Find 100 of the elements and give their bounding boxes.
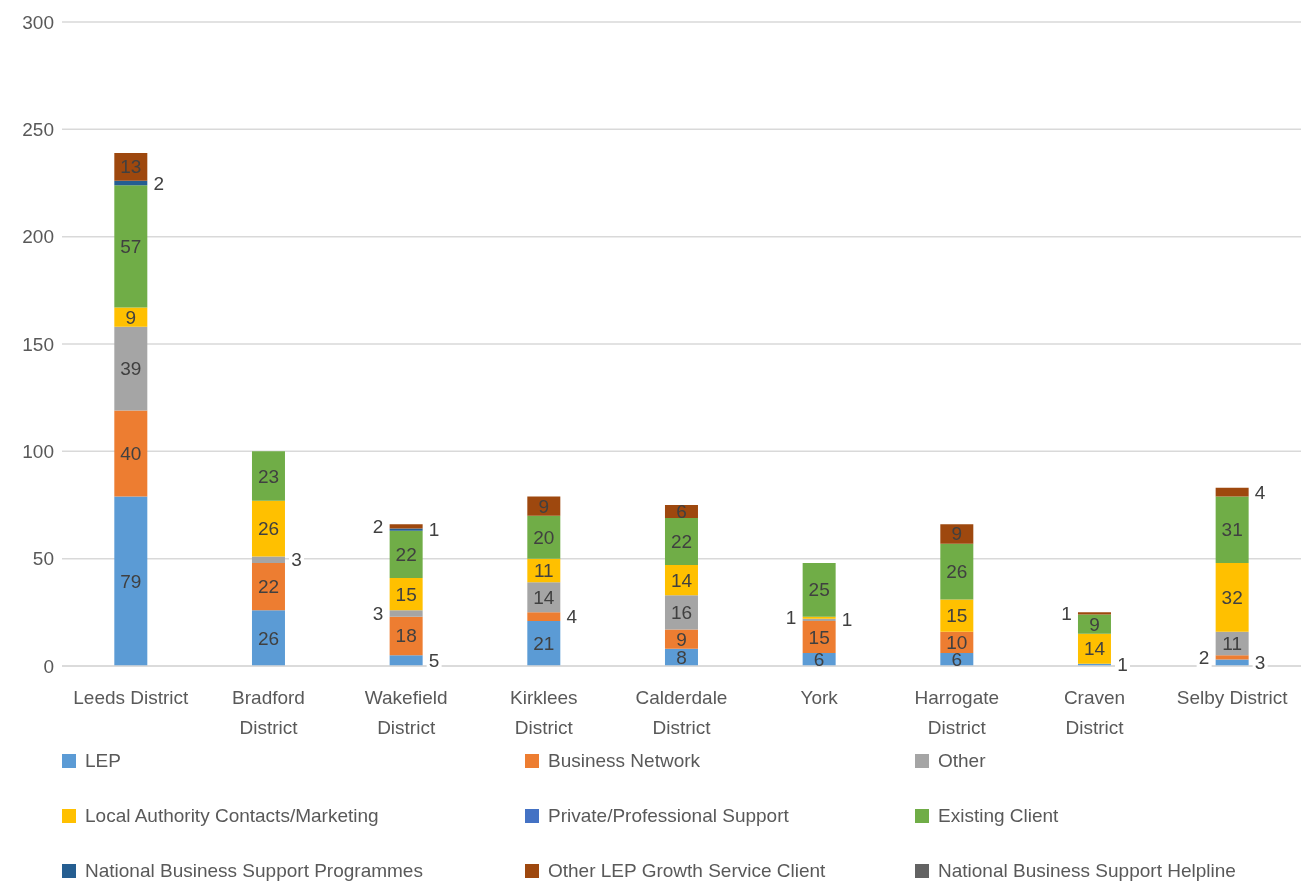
bar	[1077, 612, 1111, 615]
data-label: 26	[257, 518, 280, 540]
data-label: 1	[841, 609, 853, 631]
data-label: 3	[372, 602, 384, 624]
legend-label: Existing Client	[938, 805, 1059, 827]
data-label: 21	[533, 632, 555, 654]
legend-label: Private/Professional Support	[548, 805, 789, 827]
bar	[940, 524, 974, 544]
legend-label: National Business Support Programmes	[85, 860, 423, 882]
bar	[114, 496, 148, 666]
bar	[251, 556, 285, 563]
bar	[1215, 487, 1249, 497]
bar	[389, 610, 423, 617]
x-tick-label: York	[800, 687, 839, 708]
legend-label: Other LEP Growth Service Client	[548, 860, 826, 882]
data-label: 11	[1222, 632, 1243, 654]
bar	[389, 655, 423, 666]
bar	[114, 180, 148, 186]
x-tick-label: Harrogate District	[914, 687, 1000, 738]
bar	[527, 496, 561, 516]
legend-label: Local Authority Contacts/Marketing	[85, 805, 379, 827]
data-label: 31	[1221, 519, 1243, 541]
data-label: 1	[1061, 602, 1072, 624]
bar	[114, 326, 148, 411]
bar	[114, 410, 148, 497]
data-label: 1	[785, 607, 797, 629]
data-label: 9	[951, 523, 963, 545]
data-label: 3	[1254, 652, 1266, 674]
y-tick-label: 150	[22, 333, 54, 355]
x-tick-label: Bradford District	[232, 687, 305, 738]
data-label: 25	[808, 579, 830, 601]
data-label: 11	[533, 559, 554, 581]
bar	[1077, 614, 1111, 634]
data-label: 79	[120, 570, 142, 592]
data-label: 6	[813, 649, 825, 671]
data-label: 9	[538, 495, 550, 517]
data-label: 22	[395, 543, 417, 565]
data-label: 13	[120, 156, 142, 178]
legend-label: Other	[938, 750, 986, 772]
x-tick-label: Craven District	[1063, 687, 1126, 738]
bar	[114, 185, 148, 308]
data-label: 4	[1254, 481, 1266, 503]
bar	[1215, 496, 1249, 563]
data-label: 2	[1198, 646, 1210, 668]
data-label: 2	[153, 172, 165, 194]
y-tick-label: 300	[22, 11, 54, 33]
data-label: 20	[533, 526, 555, 548]
bar	[1215, 562, 1249, 632]
data-label: 14	[533, 586, 555, 608]
bar	[664, 517, 698, 566]
bar	[940, 543, 974, 600]
data-label: 15	[946, 605, 968, 627]
bar	[389, 530, 423, 578]
data-label: 1	[1117, 654, 1128, 676]
data-label: 2	[372, 515, 384, 537]
data-label: 14	[670, 569, 693, 591]
bar	[251, 610, 285, 666]
bar	[251, 451, 285, 501]
bar	[251, 562, 285, 611]
data-label: 26	[257, 627, 280, 649]
x-tick-label: Selby District	[1176, 687, 1289, 708]
data-label: 5	[428, 650, 440, 672]
data-label: 1	[428, 519, 440, 541]
bar	[251, 500, 285, 557]
data-label: 15	[395, 583, 417, 605]
data-label: 23	[257, 465, 280, 487]
y-tick-label: 200	[22, 226, 54, 248]
data-label: 18	[395, 625, 417, 647]
bar	[389, 528, 423, 531]
data-label: 16	[670, 601, 693, 623]
legend-label: Business Network	[548, 750, 701, 772]
bar	[527, 612, 561, 621]
data-label: 57	[120, 235, 142, 257]
data-label: 14	[1083, 638, 1106, 660]
data-label: 40	[120, 442, 142, 464]
data-label: 4	[566, 606, 578, 628]
x-tick-label: Kirklees District	[510, 687, 578, 738]
data-label: 15	[808, 626, 830, 648]
data-label: 22	[257, 576, 280, 598]
legend-label: LEP	[85, 750, 121, 772]
bar	[389, 524, 423, 529]
data-label: 9	[1089, 613, 1100, 635]
bar	[940, 599, 974, 632]
x-tick-label: Wakefield District	[364, 687, 448, 738]
data-label: 9	[125, 306, 137, 328]
y-tick-label: 100	[22, 441, 54, 463]
x-tick-label: Leeds District	[73, 687, 190, 708]
data-label: 39	[120, 358, 142, 380]
data-label: 26	[946, 561, 968, 583]
legend-label: National Business Support Helpline	[938, 860, 1236, 882]
y-tick-label: 0	[43, 655, 54, 677]
bar	[1215, 655, 1249, 660]
data-label: 6	[676, 500, 687, 522]
data-label: 22	[670, 530, 693, 552]
y-tick-label: 250	[22, 119, 54, 141]
bar	[802, 562, 836, 617]
data-label: 3	[291, 549, 302, 571]
y-tick-label: 50	[32, 548, 54, 570]
x-tick-label: Calderdale District	[635, 687, 728, 738]
data-label: 32	[1221, 586, 1243, 608]
